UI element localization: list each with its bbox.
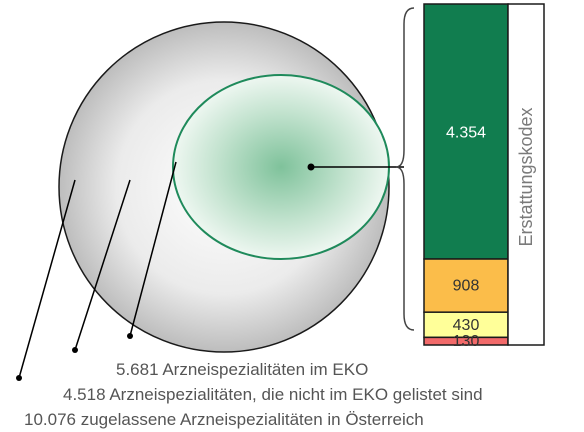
leader-dot-total (16, 375, 22, 381)
bar-segment-label: 908 (453, 278, 480, 295)
label-total: 10.076 zugelassene Arzneispezialitäten i… (24, 410, 424, 429)
leader-line-not-eko (74, 179, 131, 351)
curly-brace (395, 7, 415, 331)
bar-segment-label: 4.354 (446, 125, 486, 142)
leader-line-eko (129, 161, 177, 337)
leader-line-total (18, 179, 76, 379)
label-not-eko: 4.518 Arzneispezialitäten, die nicht im … (63, 385, 483, 404)
leader-dot-not-eko (72, 347, 78, 353)
bar-segment-label: 430 (453, 317, 480, 334)
label-eko: 5.681 Arzneispezialitäten im EKO (116, 360, 368, 379)
bar-segment-908 (423, 258, 509, 313)
bar-segment-430 (423, 311, 509, 339)
legend-box (507, 3, 545, 346)
legend-label: Erstattungskodex (516, 107, 536, 246)
leader-dot-eko (127, 333, 133, 339)
eko-pointer-dot (307, 163, 315, 171)
bar-segment-label: 130 (453, 333, 480, 350)
